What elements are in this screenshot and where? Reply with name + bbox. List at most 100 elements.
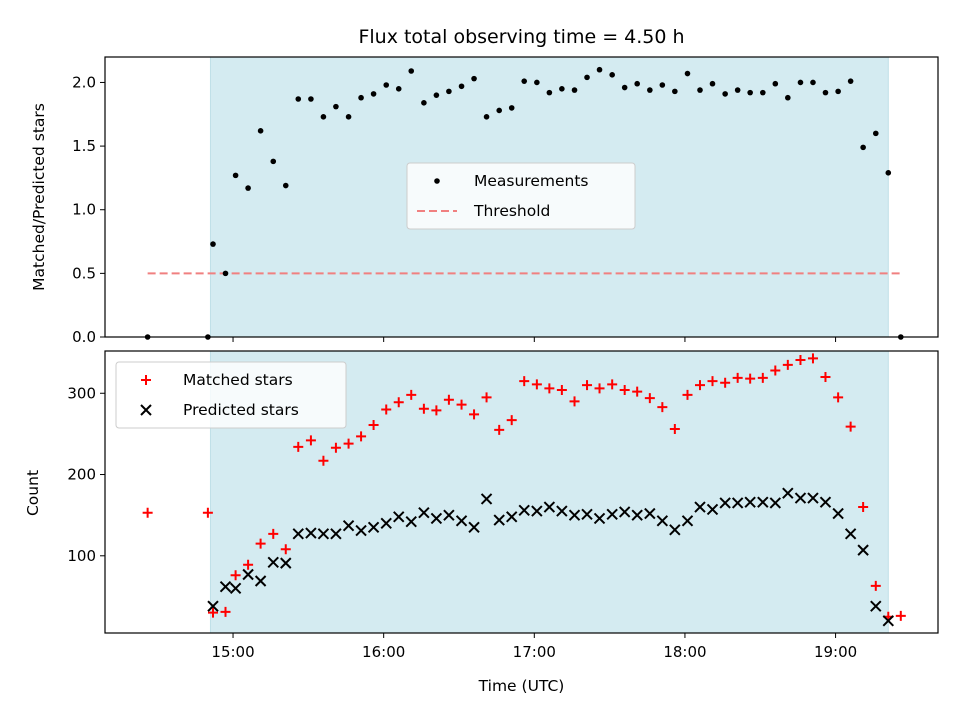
y-tick-label: 1.5	[72, 137, 96, 155]
matched-star-marker	[208, 607, 219, 618]
predicted-star-marker	[305, 527, 317, 539]
predicted-star-marker	[380, 517, 392, 529]
predicted-star-marker	[556, 505, 568, 517]
matched-star-marker	[531, 379, 542, 390]
legend-frame	[115, 361, 347, 429]
predicted-star-marker	[317, 528, 330, 540]
matched-star-marker	[732, 372, 743, 383]
measurement-point	[483, 114, 490, 120]
measurement-point	[722, 91, 728, 97]
measurement-point	[496, 107, 503, 114]
y-tick-label: 0.0	[72, 328, 96, 346]
matched-star-marker	[594, 383, 605, 394]
predicted-star-marker	[568, 509, 581, 521]
x-tick-label: 15:00	[211, 643, 254, 661]
matched-star-marker	[494, 424, 505, 435]
measurement-point	[571, 87, 578, 93]
matched-star-marker	[833, 392, 844, 403]
predicted-star-marker	[681, 515, 694, 527]
predicted-star-marker	[443, 509, 455, 521]
y-tick-label: 300	[67, 384, 96, 402]
measurement-point	[257, 128, 264, 134]
y-axis-label-top: Matched/Predicted stars	[30, 103, 48, 291]
y-axis-label-bottom: Count	[24, 470, 42, 516]
measurement-point	[596, 66, 603, 73]
matched-star-marker	[456, 399, 467, 410]
chart-title: Flux total observing time = 4.50 h	[358, 26, 684, 48]
matched-star-marker	[745, 373, 756, 384]
y-tick-label: 2.0	[72, 73, 96, 91]
matched-star-marker	[393, 397, 404, 408]
measurement-point	[810, 79, 816, 86]
measurement-point	[785, 94, 791, 101]
legend-threshold-label: Threshold	[473, 202, 550, 220]
legend-measurements-label: Measurements	[474, 172, 589, 190]
matched-star-marker	[544, 383, 555, 394]
matched-star-marker	[895, 610, 906, 621]
predicted-star-marker	[832, 507, 844, 520]
predicted-star-marker	[405, 515, 417, 528]
measurement-point	[684, 70, 691, 77]
matched-star-marker	[481, 392, 492, 403]
predicted-star-marker	[506, 511, 518, 523]
predicted-star-marker	[844, 528, 857, 540]
matched-star-marker	[418, 403, 429, 414]
y-tick-label: 1.0	[72, 201, 96, 219]
matched-star-marker	[644, 393, 655, 404]
matched-star-marker	[782, 359, 793, 370]
top-panel: 0.0 0.5 1.0 1.5 2.0 Measurements Threshold	[72, 56, 939, 346]
predicted-star-marker	[744, 496, 756, 508]
measurement-point	[345, 114, 352, 120]
measurement-point	[885, 170, 892, 176]
predicted-star-marker	[393, 511, 405, 523]
matched-star-marker	[506, 415, 517, 426]
predicted-star-marker	[342, 520, 355, 532]
measurement-point	[270, 158, 277, 165]
measurement-point	[458, 83, 465, 90]
predicted-star-marker	[882, 615, 894, 627]
y-tick-label: 200	[67, 466, 96, 484]
measurement-point	[408, 68, 415, 74]
matched-star-marker	[255, 538, 266, 549]
measurement-point	[308, 96, 314, 102]
predicted-star-marker	[694, 501, 706, 513]
y-tick-label: 0.5	[72, 264, 96, 282]
measurement-point	[872, 130, 879, 137]
legend-matched-label: Matched stars	[183, 371, 293, 389]
measurement-point	[232, 172, 239, 179]
legend-predicted-label: Predicted stars	[183, 401, 299, 419]
matched-star-marker	[795, 354, 806, 365]
legend-predicted-marker	[140, 404, 152, 416]
measurement-point	[282, 182, 289, 189]
predicted-star-marker	[819, 496, 832, 508]
predicted-star-marker	[280, 557, 292, 569]
measurement-point	[621, 84, 628, 91]
matched-star-marker	[268, 528, 279, 539]
predicted-star-marker	[794, 492, 807, 504]
predicted-star-marker	[782, 487, 794, 499]
measurement-point	[659, 82, 666, 88]
predicted-star-marker	[593, 512, 606, 525]
matched-star-marker	[770, 365, 781, 376]
measurement-point	[609, 72, 615, 78]
predicted-star-marker	[418, 507, 430, 519]
matched-star-marker	[807, 353, 818, 364]
predicted-star-marker	[229, 582, 242, 595]
measurement-point	[245, 185, 251, 191]
predicted-star-marker	[631, 509, 643, 521]
matched-star-marker	[695, 380, 705, 391]
predicted-star-marker	[207, 600, 219, 612]
matched-star-marker	[519, 376, 530, 387]
measurement-point	[822, 89, 829, 96]
matched-star-marker	[368, 419, 379, 430]
matched-star-marker	[356, 431, 367, 442]
matched-star-marker	[280, 544, 291, 555]
measurement-point	[333, 103, 339, 110]
matched-star-marker	[556, 385, 567, 396]
predicted-star-marker	[254, 575, 267, 587]
measurement-point	[847, 78, 854, 84]
legend-top: Measurements Threshold	[406, 162, 636, 230]
matched-star-marker	[305, 435, 316, 446]
y-tick-label: 100	[67, 547, 96, 565]
